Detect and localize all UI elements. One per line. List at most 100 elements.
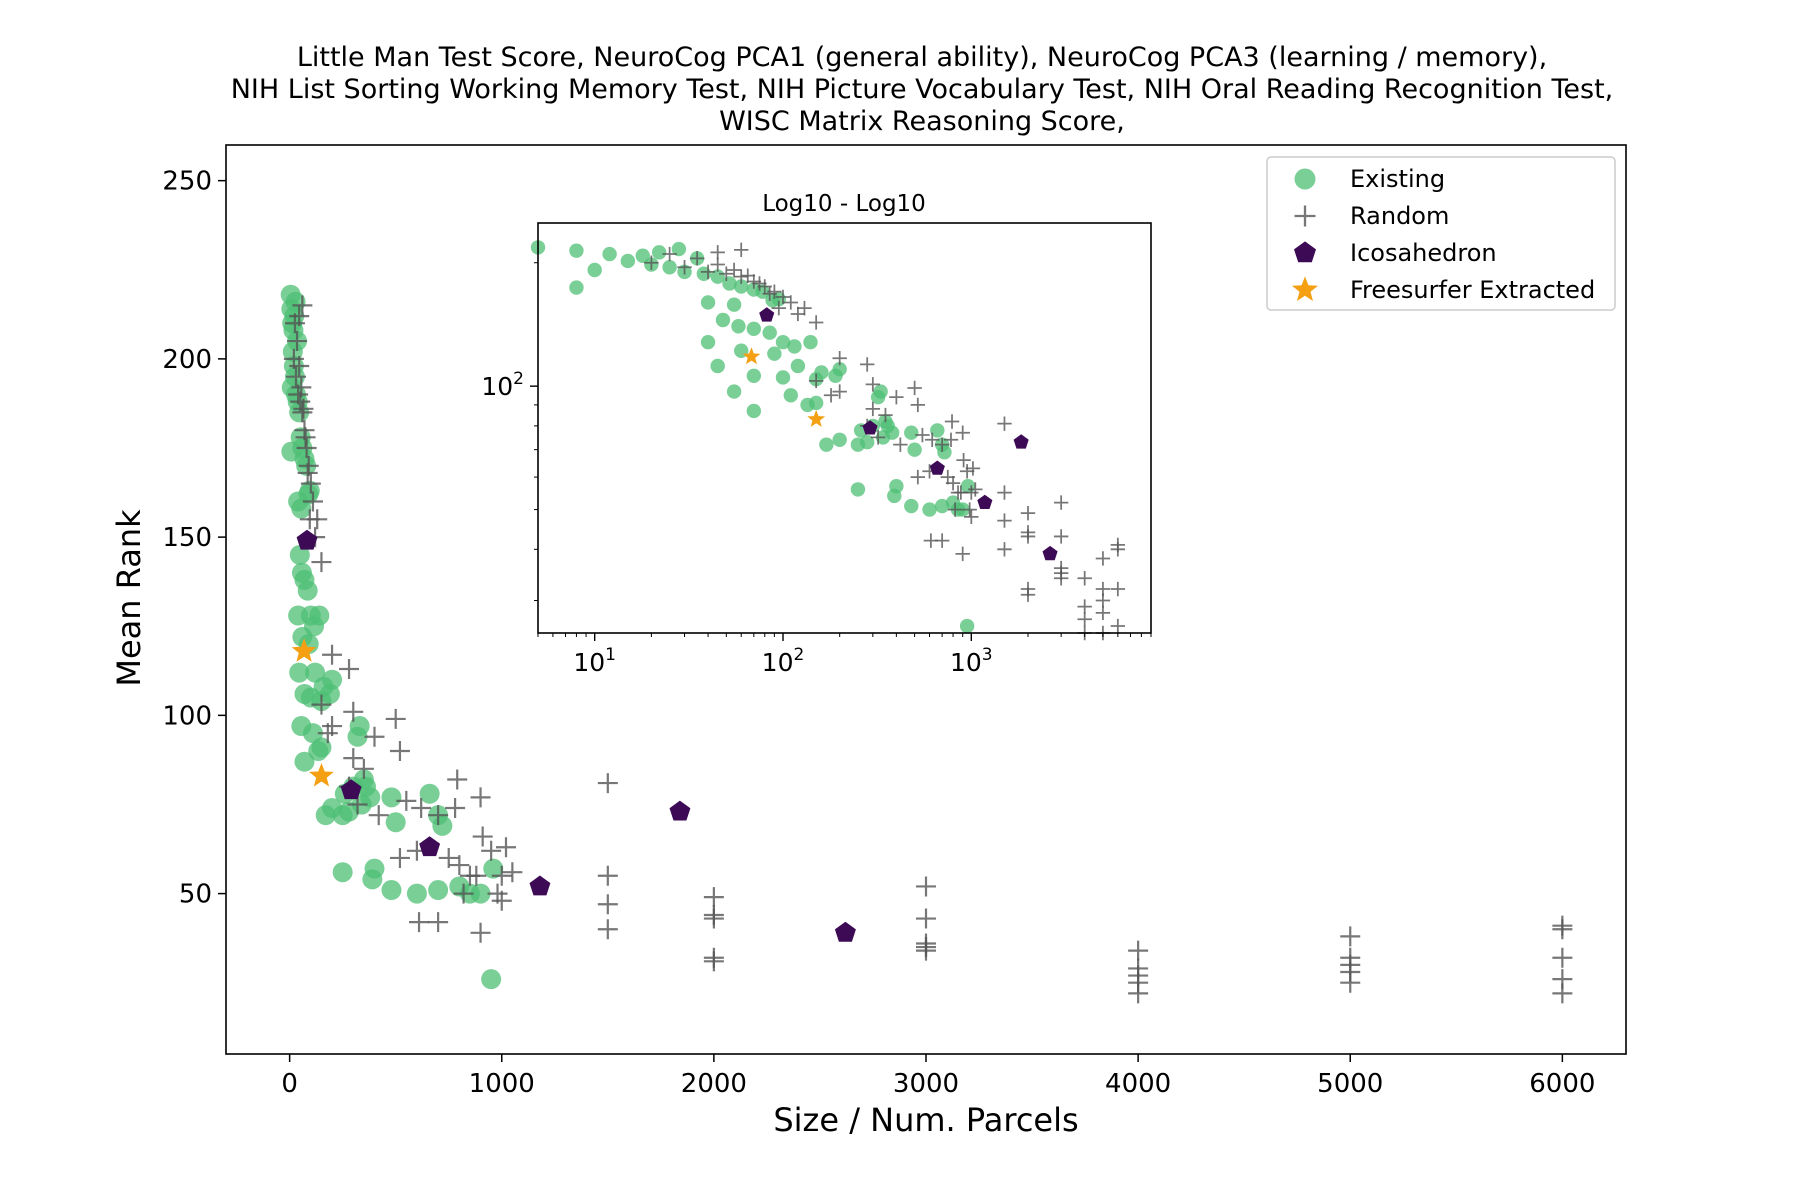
inset-point-random — [915, 427, 930, 443]
inset-point-existing — [775, 334, 791, 350]
point-random — [470, 787, 491, 808]
inset-point-random — [808, 315, 824, 330]
inset-point-icosahedron — [862, 420, 878, 435]
inset-point-icosahedron — [929, 460, 945, 475]
inset-point-random — [878, 407, 893, 423]
inset-point-random — [956, 452, 971, 468]
inset-point-freesurfer-extracted — [807, 410, 826, 427]
inset-point-random — [943, 432, 959, 447]
y-axis-ticks: 50 100 150 200 250 — [162, 167, 226, 910]
point-random — [322, 644, 343, 665]
x-tick-label: 0 — [281, 1069, 298, 1099]
inset-point-random — [1095, 605, 1111, 621]
point-existing — [381, 787, 402, 808]
point-random — [916, 937, 936, 958]
inset-point-existing — [860, 434, 875, 450]
point-existing — [291, 498, 312, 519]
inset-point-random — [719, 266, 734, 281]
y-tick-label: 250 — [162, 167, 212, 197]
point-random — [343, 748, 364, 769]
point-random — [1552, 983, 1573, 1004]
inset-point-existing — [904, 498, 919, 514]
point-existing — [294, 751, 315, 772]
point-random — [703, 951, 724, 972]
point-existing — [362, 869, 383, 890]
chart-title: Little Man Test Score, NeuroCog PCA1 (ge… — [231, 42, 1614, 137]
point-random — [317, 723, 338, 744]
y-axis-label: Mean Rank — [110, 509, 148, 687]
y-tick-label: 50 — [179, 880, 212, 910]
inset-point-existing — [671, 241, 687, 257]
inset-point-existing — [715, 312, 731, 328]
point-existing — [381, 880, 402, 901]
inset-point-random — [925, 432, 940, 447]
y-tick-label: 100 — [162, 701, 212, 731]
inset-point-random — [1110, 618, 1126, 634]
point-random — [293, 398, 314, 419]
inset-point-random — [752, 276, 767, 291]
inset-point-existing — [762, 325, 777, 340]
point-existing — [297, 580, 318, 601]
legend-item-random: Random — [1294, 202, 1449, 230]
inset-point-random — [962, 502, 977, 517]
point-random — [297, 462, 318, 483]
inset-point-existing — [731, 319, 746, 334]
point-random — [300, 473, 321, 494]
inset-point-random — [964, 509, 979, 525]
point-random — [447, 769, 468, 790]
inset-series-random — [644, 242, 1126, 641]
inset-point-random — [644, 255, 659, 270]
inset-point-icosahedron — [977, 494, 993, 509]
point-random — [703, 887, 724, 908]
point-random — [289, 356, 310, 377]
legend: Existing Random Icosahedron Freesurfer Extr… — [1266, 156, 1616, 311]
point-random — [1552, 947, 1573, 968]
inset-point-random — [1095, 593, 1111, 608]
inset-background — [538, 223, 1151, 633]
inset-plot: 101 102 103 102 Log10 - Log10 — [481, 191, 1152, 677]
point-existing — [432, 815, 453, 836]
inset-point-existing — [726, 297, 742, 312]
point-random — [496, 837, 516, 858]
point-random — [409, 912, 430, 933]
legend-marker-icosahedron — [1294, 241, 1316, 263]
inset-point-random — [762, 286, 777, 301]
point-random — [353, 758, 374, 779]
point-random — [597, 773, 618, 794]
inset-point-random — [1020, 529, 1036, 544]
inset-point-random — [740, 268, 755, 283]
inset-point-random — [997, 485, 1012, 500]
inset-point-existing — [907, 442, 922, 457]
inset-point-existing — [787, 339, 802, 354]
inset-point-existing — [734, 279, 749, 294]
inset-point-random — [997, 513, 1012, 528]
inset-point-random — [907, 380, 922, 396]
inset-point-random — [689, 251, 705, 266]
point-random — [295, 427, 316, 448]
inset-point-icosahedron — [1013, 434, 1029, 449]
point-random — [472, 826, 493, 847]
point-random — [385, 708, 406, 729]
x-tick-label: 3000 — [893, 1069, 959, 1099]
inset-point-existing — [960, 479, 976, 494]
point-random — [1128, 983, 1149, 1004]
point-existing — [288, 605, 309, 626]
legend-frame — [1266, 156, 1616, 311]
point-random — [466, 865, 487, 886]
point-existing — [289, 662, 310, 683]
inset-x-tick-label: 101 — [573, 645, 616, 677]
legend-marker-existing — [1294, 168, 1316, 190]
inset-point-random — [771, 300, 787, 316]
point-existing — [406, 883, 427, 904]
inset-point-random — [945, 475, 961, 491]
inset-point-random — [832, 384, 847, 399]
point-random — [491, 865, 512, 886]
inset-point-existing — [746, 368, 762, 383]
legend-marker-random — [1294, 205, 1316, 227]
inset-point-random — [893, 437, 908, 452]
point-random — [364, 726, 385, 747]
inset-point-random — [934, 437, 950, 452]
point-existing — [289, 544, 310, 565]
inset-point-random — [1110, 542, 1126, 557]
point-icosahedron — [669, 800, 691, 821]
